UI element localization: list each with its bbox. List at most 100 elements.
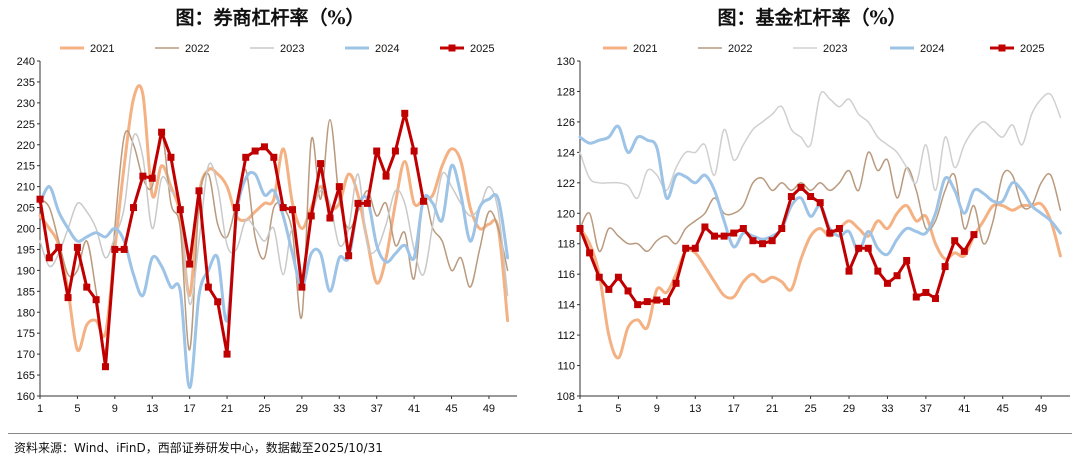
data-point-2025: [419, 197, 427, 205]
data-point-2025: [111, 245, 119, 253]
data-point-2025: [148, 174, 156, 182]
data-point-2025: [373, 147, 381, 155]
data-point-2025: [270, 153, 278, 161]
x-tick-label: 25: [258, 403, 270, 415]
y-tick-label: 160: [17, 391, 35, 403]
data-point-2025: [214, 298, 222, 306]
legend-label: 2024: [920, 43, 944, 55]
legend-item-2022: 2022: [698, 43, 752, 55]
legend-item-2024: 2024: [890, 43, 944, 55]
data-point-2025: [139, 172, 147, 180]
x-tick-label: 33: [333, 403, 345, 415]
data-point-2025: [363, 199, 371, 207]
x-tick-label: 49: [1035, 403, 1047, 415]
x-tick-label: 49: [483, 403, 495, 415]
x-tick-label: 41: [958, 403, 970, 415]
data-point-2025: [951, 237, 959, 245]
y-tick-label: 116: [557, 269, 575, 281]
data-point-2025: [749, 237, 757, 245]
x-tick-label: 37: [920, 403, 932, 415]
data-point-2025: [730, 229, 738, 237]
data-point-2025: [223, 350, 231, 358]
data-point-2025: [759, 240, 767, 248]
right-chart-title: 图：基金杠杆率（%）: [717, 6, 906, 29]
data-point-2025: [912, 293, 920, 301]
x-tick-label: 17: [184, 403, 196, 415]
data-point-2025: [826, 229, 834, 237]
x-tick-label: 37: [371, 403, 383, 415]
data-point-2025: [672, 279, 680, 287]
data-point-2025: [874, 267, 882, 275]
data-point-2025: [653, 296, 661, 304]
data-point-2025: [855, 244, 863, 252]
data-point-2025: [391, 147, 399, 155]
footer-rule: [8, 433, 1072, 434]
data-point-2025: [64, 294, 72, 302]
series-2025: [576, 183, 978, 309]
y-tick-label: 114: [557, 300, 575, 312]
x-tick-label: 41: [408, 403, 420, 415]
y-tick-label: 130: [557, 56, 575, 68]
data-point-2025: [787, 193, 795, 201]
data-point-2025: [720, 232, 728, 240]
data-point-2025: [401, 109, 409, 117]
y-tick-label: 108: [557, 391, 575, 403]
series-line-2022: [579, 151, 1062, 253]
series-2024: [38, 163, 510, 390]
y-tick-label: 110: [557, 361, 575, 373]
data-point-2025: [120, 245, 128, 253]
y-tick-label: 165: [17, 370, 35, 382]
data-point-2025: [92, 296, 100, 304]
legend-item-2021: 2021: [603, 43, 657, 55]
x-tick-label: 5: [615, 403, 621, 415]
y-tick-label: 185: [17, 286, 35, 298]
data-point-2025: [279, 204, 287, 212]
data-point-2025: [45, 254, 53, 262]
x-tick-label: 33: [881, 403, 893, 415]
legend-item-2021: 2021: [60, 43, 114, 55]
data-point-2025: [778, 225, 786, 232]
data-point-2025: [797, 183, 805, 191]
data-point-2025: [883, 279, 891, 287]
y-tick-label: 128: [557, 86, 575, 98]
x-tick-label: 9: [654, 403, 660, 415]
legend-item-2025: 2025: [440, 43, 494, 55]
series-2021: [578, 201, 1062, 360]
data-point-2025: [186, 260, 194, 268]
data-point-2025: [634, 301, 642, 309]
series-2023: [579, 90, 1062, 200]
data-point-2025: [158, 128, 166, 136]
y-tick-label: 200: [17, 224, 35, 236]
y-tick-label: 180: [17, 307, 35, 319]
legend-label: 2025: [1020, 43, 1044, 55]
data-point-2025: [307, 212, 315, 220]
source-note: 资料来源：Wind、iFinD，西部证券研发中心，数据截至2025/10/31: [14, 441, 383, 455]
data-point-2025: [941, 263, 949, 271]
data-point-2025: [605, 285, 613, 293]
data-point-2025: [643, 298, 651, 306]
data-point-2025: [335, 183, 343, 191]
brokerage-leverage-chart: 1601651701751801851901952002052102152202…: [17, 43, 517, 415]
x-tick-label: 29: [843, 403, 855, 415]
data-point-2025: [242, 153, 250, 161]
data-point-2025: [289, 206, 297, 214]
series-line-2021: [578, 201, 1062, 360]
legend-item-2025: 2025: [990, 43, 1044, 55]
data-point-2025: [36, 195, 44, 203]
x-tick-label: 25: [804, 403, 816, 415]
data-point-2025: [410, 147, 418, 155]
data-point-2025: [931, 295, 939, 303]
y-tick-label: 122: [557, 178, 575, 190]
data-point-2025: [345, 252, 353, 260]
y-tick-label: 170: [17, 349, 35, 361]
x-tick-label: 45: [445, 403, 457, 415]
data-point-2025: [691, 244, 699, 252]
data-point-2025: [317, 160, 325, 168]
fund-leverage-chart: 108 110 112 114 116 118 120 122 124 126 128 130 1 5 9 1…: [557, 43, 1070, 415]
data-point-2025: [960, 247, 968, 255]
data-point-2025: [176, 206, 184, 214]
y-tick-label: 126: [557, 117, 575, 129]
legend-marker: [448, 44, 456, 52]
data-point-2025: [662, 298, 670, 306]
data-point-2025: [903, 256, 911, 264]
